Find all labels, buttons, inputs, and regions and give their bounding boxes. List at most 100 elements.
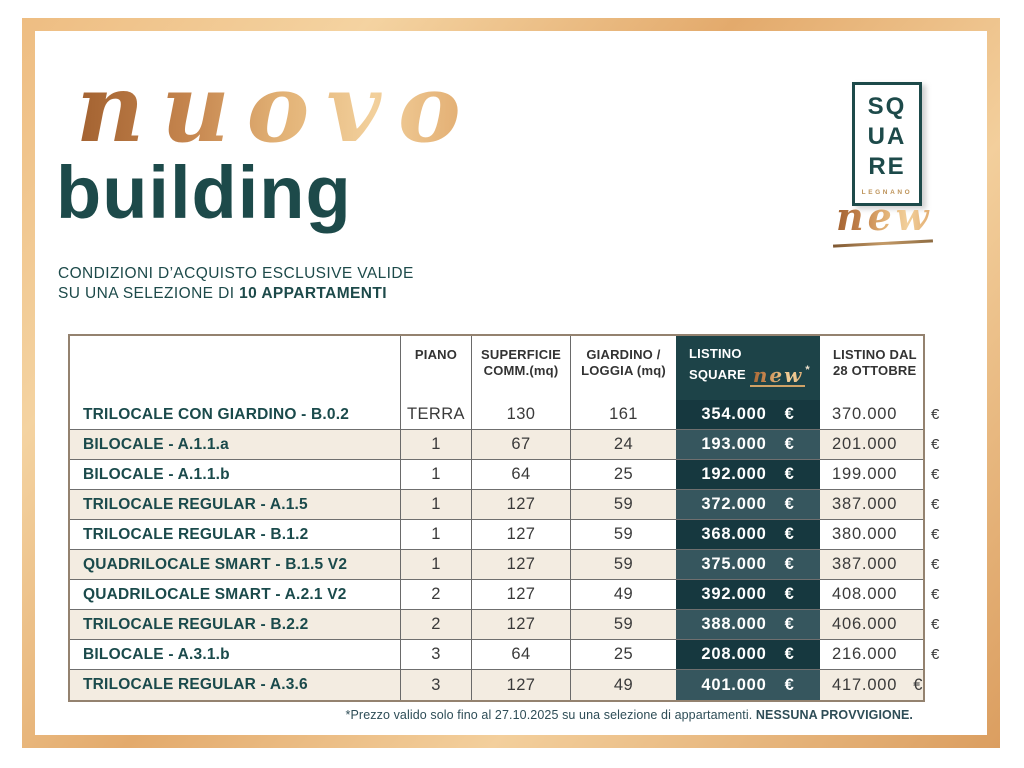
cell-superficie: 127 [471, 520, 570, 550]
cell-piano: 2 [400, 610, 471, 640]
header-asterisk: * [805, 364, 810, 376]
euro-sign-inside: € [913, 675, 924, 694]
footnote-text: *Prezzo valido solo fino al 27.10.2025 s… [345, 708, 756, 722]
cell-piano: 3 [400, 640, 471, 670]
cell-listino-square: 192.000 € [676, 460, 820, 490]
cell-listino-square: 354.000 € [676, 400, 820, 430]
cell-superficie: 127 [471, 670, 570, 700]
cell-giardino: 59 [570, 610, 676, 640]
header-giardino: GIARDINO / LOGGIA (mq) [570, 336, 676, 400]
euro-sign-outside: € [931, 616, 940, 633]
euro-sign: € [784, 525, 795, 543]
subtitle-line2-prefix: SU UNA SELEZIONE DI [58, 285, 240, 302]
cell-piano: 2 [400, 580, 471, 610]
cell-listino-square: 375.000 € [676, 550, 820, 580]
euro-sign: € [784, 585, 795, 603]
euro-sign-outside: € [931, 496, 940, 513]
euro-sign: € [784, 675, 795, 694]
cell-apartment-name: BILOCALE - A.1.1.a [70, 430, 400, 460]
logo-new-script: new [836, 194, 933, 239]
logo-city-label: LEGNANO [861, 189, 913, 196]
cell-giardino: 24 [570, 430, 676, 460]
euro-sign-outside: € [931, 646, 940, 663]
cell-apartment-name: TRILOCALE REGULAR - A.3.6 [70, 670, 400, 700]
euro-sign: € [784, 465, 795, 483]
cell-apartment-name: TRILOCALE REGULAR - A.1.5 [70, 490, 400, 520]
header-piano: PIANO [400, 336, 471, 400]
page-title: building [56, 151, 352, 234]
cell-piano: 1 [400, 460, 471, 490]
cell-piano: 1 [400, 550, 471, 580]
euro-sign: € [784, 405, 795, 423]
logo-line-2: UA [867, 123, 907, 150]
cell-listino-dal: 387.000 [820, 490, 923, 520]
logo-line-1: SQ [867, 93, 907, 120]
table-row: TRILOCALE REGULAR - B.2.2 2 127 59 388.0… [70, 610, 923, 640]
cell-listino-dal: 370.000 [820, 400, 923, 430]
cell-giardino: 59 [570, 520, 676, 550]
header-superficie: SUPERFICIE COMM.(mq) [471, 336, 570, 400]
title-script-nuovo: nuovo [76, 54, 478, 164]
cell-listino-square: 401.000 € [676, 670, 820, 700]
cell-superficie: 130 [471, 400, 570, 430]
euro-sign-outside: € [931, 406, 940, 423]
cell-piano: 1 [400, 490, 471, 520]
cell-piano: 1 [400, 520, 471, 550]
cell-piano: TERRA [400, 400, 471, 430]
table-row: TRILOCALE CON GIARDINO - B.0.2 TERRA 130… [70, 400, 923, 430]
euro-sign-outside: € [931, 556, 940, 573]
euro-sign: € [784, 435, 795, 453]
cell-listino-square: 372.000 € [676, 490, 820, 520]
cell-giardino: 25 [570, 460, 676, 490]
cell-listino-square: 392.000 € [676, 580, 820, 610]
cell-giardino: 59 [570, 490, 676, 520]
table-row: TRILOCALE REGULAR - B.1.2 1 127 59 368.0… [70, 520, 923, 550]
euro-sign: € [784, 555, 795, 573]
header-listino-dal: LISTINO DAL 28 OTTOBRE [833, 347, 917, 378]
euro-sign-outside: € [931, 466, 940, 483]
cell-apartment-name: BILOCALE - A.1.1.b [70, 460, 400, 490]
footnote: *Prezzo valido solo fino al 27.10.2025 s… [68, 708, 913, 722]
subtitle-line1: CONDIZIONI D’ACQUISTO ESCLUSIVE VALIDE [58, 265, 414, 282]
cell-superficie: 127 [471, 610, 570, 640]
cell-listino-square: 193.000 € [676, 430, 820, 460]
cell-apartment-name: TRILOCALE REGULAR - B.1.2 [70, 520, 400, 550]
table-row: QUADRILOCALE SMART - A.2.1 V2 2 127 49 3… [70, 580, 923, 610]
euro-sign: € [784, 495, 795, 513]
price-table-header: PIANO SUPERFICIE COMM.(mq) GIARDINO / LO… [70, 336, 923, 400]
header-listino-square: LISTINO SQUARE new * [676, 336, 820, 400]
cell-listino-dal: 406.000 [820, 610, 923, 640]
cell-listino-dal: 199.000 [820, 460, 923, 490]
euro-sign-outside [931, 670, 953, 700]
subtitle-line2-bold: 10 APPARTAMENTI [239, 285, 387, 302]
cell-superficie: 127 [471, 550, 570, 580]
header-new-script: new [749, 365, 806, 387]
cell-listino-square: 388.000 € [676, 610, 820, 640]
euro-sign-outside: € [931, 526, 940, 543]
cell-listino-dal: 417.000 € [820, 670, 923, 700]
footnote-bold: NESSUNA PROVVIGIONE. [755, 708, 913, 722]
square-logo: SQ UA RE LEGNANO [852, 82, 922, 206]
subtitle: CONDIZIONI D’ACQUISTO ESCLUSIVE VALIDE S… [58, 264, 414, 304]
table-row: TRILOCALE REGULAR - A.3.6 3 127 49 401.0… [70, 670, 923, 700]
table-row: BILOCALE - A.1.1.b 1 64 25 192.000 € 199.… [70, 460, 923, 490]
cell-giardino: 25 [570, 640, 676, 670]
logo-line-3: RE [868, 153, 906, 180]
cell-giardino: 59 [570, 550, 676, 580]
euro-sign-outside: € [931, 436, 940, 453]
cell-listino-dal: 201.000 [820, 430, 923, 460]
euro-sign: € [784, 645, 795, 663]
cell-giardino: 49 [570, 580, 676, 610]
cell-superficie: 67 [471, 430, 570, 460]
header-name-empty [70, 336, 400, 400]
cell-apartment-name: TRILOCALE REGULAR - B.2.2 [70, 610, 400, 640]
cell-apartment-name: QUADRILOCALE SMART - B.1.5 V2 [70, 550, 400, 580]
cell-piano: 1 [400, 430, 471, 460]
table-row: BILOCALE - A.1.1.a 1 67 24 193.000 € 201.… [70, 430, 923, 460]
cell-apartment-name: BILOCALE - A.3.1.b [70, 640, 400, 670]
table-row: QUADRILOCALE SMART - B.1.5 V2 1 127 59 3… [70, 550, 923, 580]
cell-superficie: 64 [471, 640, 570, 670]
cell-superficie: 64 [471, 460, 570, 490]
cell-listino-dal: 380.000 [820, 520, 923, 550]
cell-apartment-name: TRILOCALE CON GIARDINO - B.0.2 [70, 400, 400, 430]
